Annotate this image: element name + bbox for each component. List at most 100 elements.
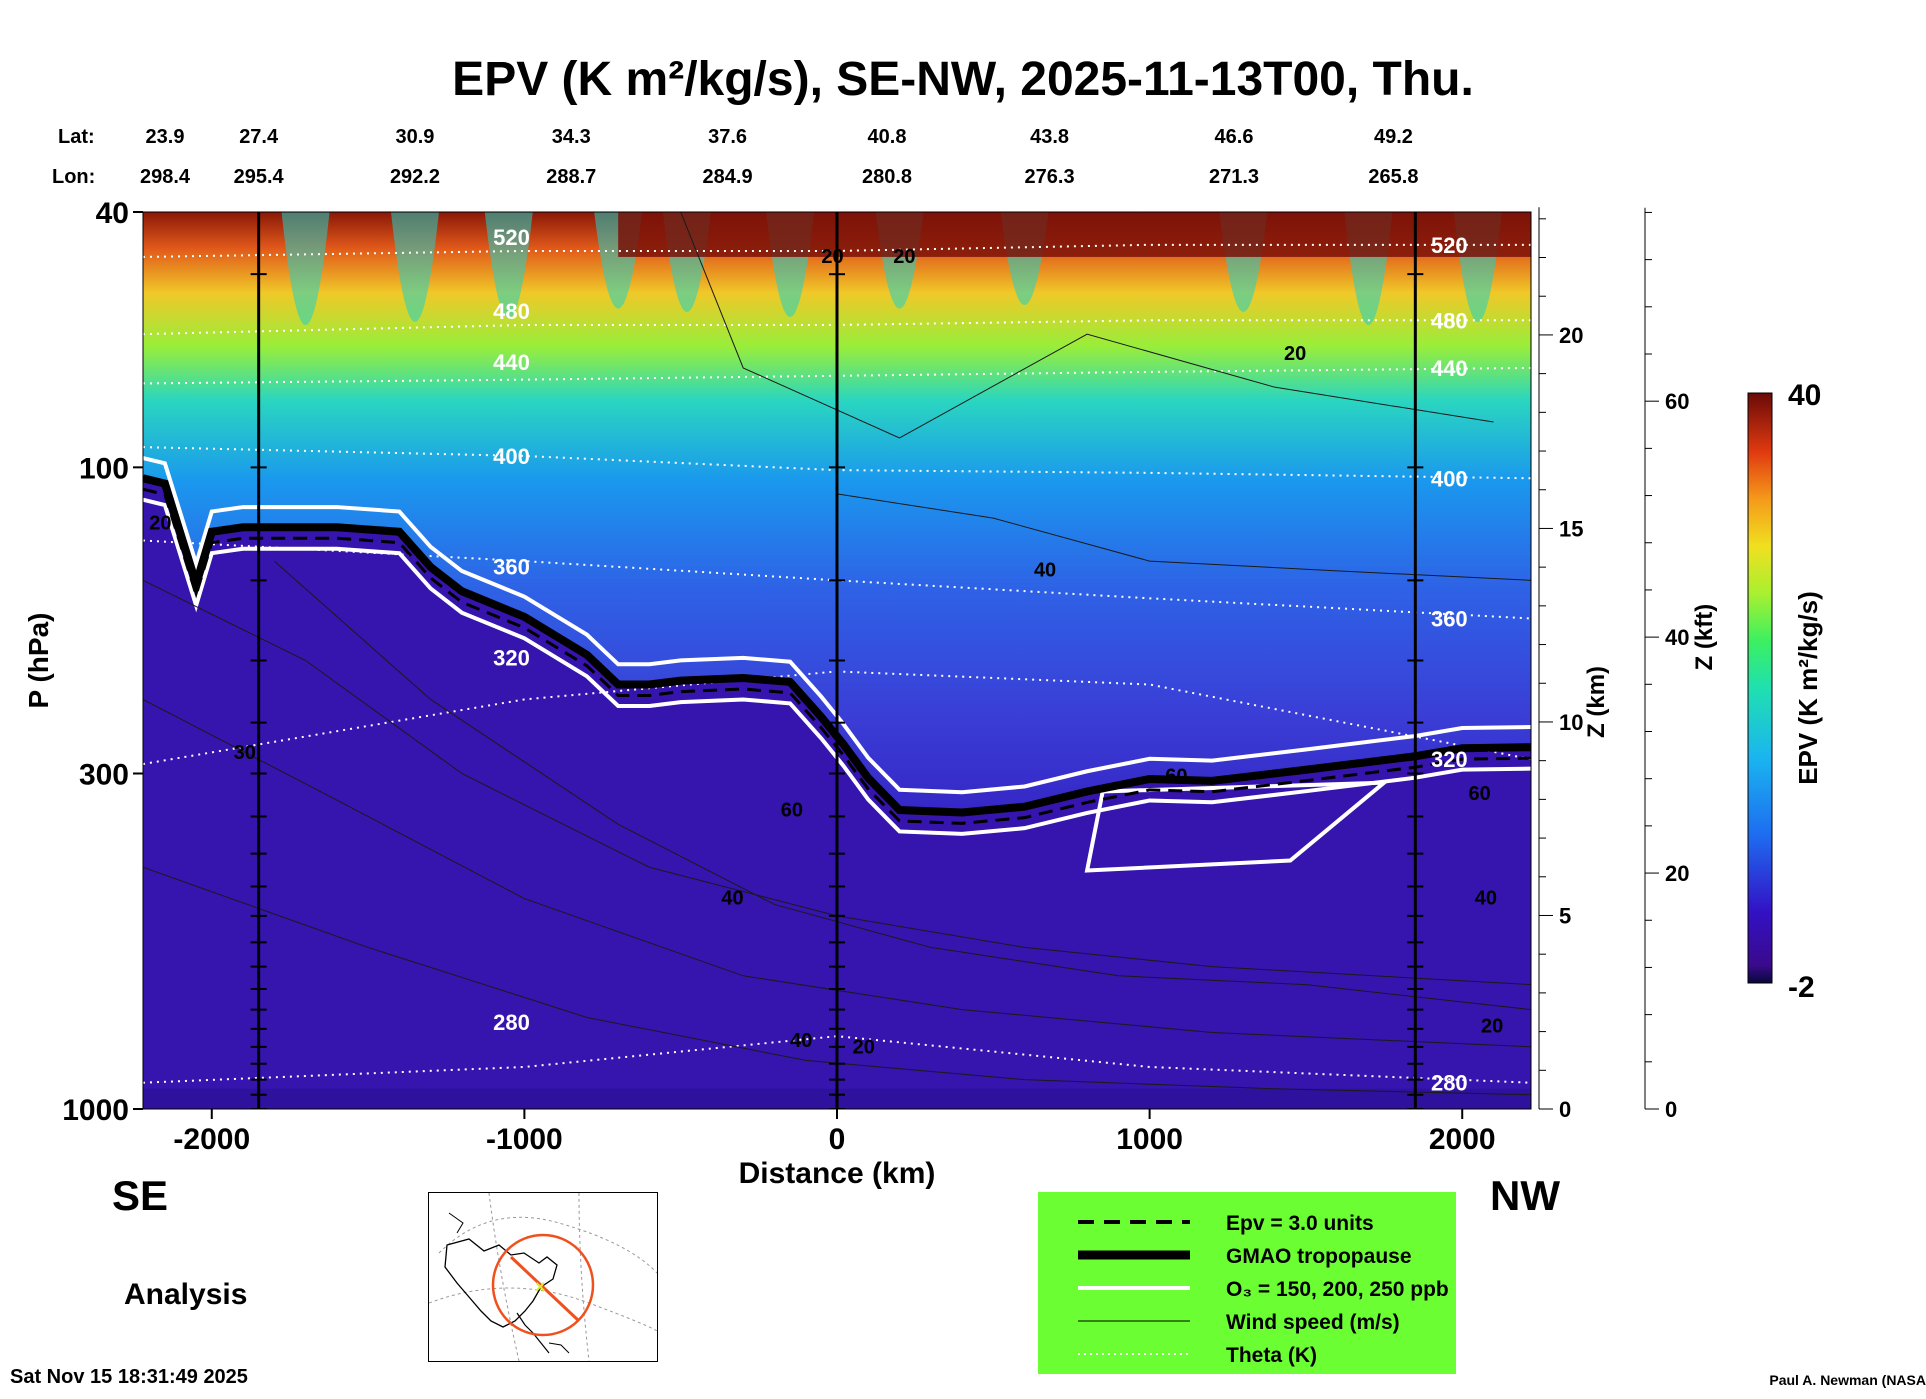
lon-value: 271.3	[1209, 166, 1259, 188]
colorbar-max-label: 40	[1788, 379, 1821, 412]
z-kft-tick-label: 20	[1665, 861, 1689, 886]
lat-value: 23.9	[146, 126, 185, 148]
lat-value: 34.3	[552, 126, 591, 148]
theta-contour-label: 520	[493, 225, 530, 250]
wind-speed-label: 40	[721, 887, 743, 909]
wind-speed-label: 30	[234, 742, 256, 764]
wind-speed-label: 20	[821, 246, 843, 268]
wind-speed-label: 20	[893, 246, 915, 268]
legend-box: Epv = 3.0 units GMAO tropopause O₃ = 150…	[1038, 1192, 1456, 1374]
lat-value: 43.8	[1030, 126, 1069, 148]
z-km-tick-label: 0	[1559, 1097, 1571, 1122]
lon-value: 292.2	[390, 166, 440, 188]
lon-value: 298.4	[140, 166, 191, 188]
theta-contour	[143, 539, 1531, 620]
colorbar-min-label: -2	[1788, 971, 1815, 1004]
lon-value: 265.8	[1368, 166, 1418, 188]
legend: Epv = 3.0 units GMAO tropopause O₃ = 150…	[1038, 1192, 1456, 1374]
epv-streak	[484, 212, 533, 319]
wind-speed-label: 20	[1481, 1016, 1503, 1038]
x-axis-label: Distance (km)	[739, 1157, 936, 1190]
x-tick-label: -1000	[486, 1123, 563, 1156]
lat-value: 46.6	[1215, 126, 1254, 148]
z-kft-tick-label: 60	[1665, 389, 1689, 414]
x-tick-label: 2000	[1429, 1123, 1496, 1156]
epv-3-dashed-line	[143, 487, 1531, 825]
ozone-contour	[143, 456, 1531, 795]
svg-text:×: ×	[535, 1277, 546, 1297]
lon-row-label: Lon:	[52, 166, 95, 188]
legend-label-epv: Epv = 3.0 units	[1226, 1212, 1374, 1235]
theta-contour-label: 320	[493, 645, 530, 670]
epv-streak	[281, 212, 330, 325]
z-kft-axis-label: Z (kft)	[1691, 604, 1718, 671]
lat-value: 37.6	[708, 126, 747, 148]
lat-value: 40.8	[868, 126, 907, 148]
z-km-axis-label: Z (km)	[1583, 666, 1610, 738]
z-km-tick-label: 10	[1559, 710, 1583, 735]
y-tick-label: 1000	[62, 1094, 129, 1127]
theta-contour-label: 400	[493, 444, 530, 469]
lon-value: 288.7	[546, 166, 596, 188]
theta-contour-label: 480	[493, 299, 530, 324]
theta-contour-label: 320	[1431, 747, 1468, 772]
colorbar-label: EPV (K m²/kg/s)	[1793, 591, 1823, 785]
author-credit: Paul A. Newman (NASA	[1769, 1372, 1926, 1388]
theta-contour-label: 280	[493, 1010, 530, 1035]
lat-value: 30.9	[396, 126, 435, 148]
lat-row-label: Lat:	[58, 126, 95, 148]
wind-speed-label: 60	[1165, 766, 1187, 788]
location-inset-map: ×	[428, 1192, 658, 1362]
wind-speed-label: 40	[1034, 560, 1056, 582]
legend-label-tropopause: GMAO tropopause	[1226, 1245, 1412, 1268]
lon-value: 276.3	[1025, 166, 1075, 188]
theta-contour-label: 520	[1431, 233, 1468, 258]
ozone-contour	[1084, 780, 1390, 873]
wind-speed-label: 40	[1475, 887, 1497, 909]
y-tick-label: 300	[79, 758, 129, 791]
wind-speed-contour	[680, 212, 1494, 439]
x-tick-label: 0	[829, 1123, 846, 1156]
timestamp: Sat Nov 15 18:31:49 2025	[10, 1366, 248, 1388]
legend-label-theta: Theta (K)	[1226, 1344, 1317, 1367]
z-km-tick-label: 15	[1559, 516, 1583, 541]
theta-contour-label: 440	[493, 350, 530, 375]
wind-speed-contour	[143, 866, 1531, 1096]
inset-map-graphic: ×	[429, 1193, 657, 1361]
wind-speed-label: 60	[1468, 783, 1490, 805]
lat-value: 49.2	[1374, 126, 1413, 148]
se-direction-label: SE	[112, 1172, 169, 1219]
wind-speed-label: 20	[853, 1037, 875, 1059]
z-km-tick-label: 20	[1559, 323, 1583, 348]
high-epv-band	[618, 212, 1531, 257]
theta-contour-label: 440	[1431, 356, 1468, 381]
gmao-tropopause-line	[143, 474, 1531, 817]
x-tick-label: -2000	[173, 1123, 250, 1156]
theta-contour-label: 400	[1431, 466, 1468, 491]
colorbar	[1747, 392, 1773, 984]
lon-value: 284.9	[703, 166, 753, 188]
legend-label-wind: Wind speed (m/s)	[1226, 1311, 1400, 1334]
lon-value: 280.8	[862, 166, 912, 188]
chart-title: EPV (K m²/kg/s), SE-NW, 2025-11-13T00, T…	[452, 53, 1474, 106]
y-tick-label: 100	[79, 452, 129, 485]
wind-speed-contour	[273, 560, 1531, 1011]
wind-speed-contour	[143, 699, 1531, 1048]
wind-speed-label: 20	[149, 513, 171, 535]
epv-streak	[390, 212, 439, 322]
wind-speed-contour	[836, 493, 1531, 581]
wind-speed-contour	[143, 579, 1531, 986]
y-axis-label: P (hPa)	[23, 613, 54, 709]
z-kft-tick-label: 40	[1665, 625, 1689, 650]
theta-contour-label: 280	[1431, 1071, 1468, 1096]
x-tick-label: 1000	[1116, 1123, 1183, 1156]
z-km-tick-label: 5	[1559, 903, 1571, 928]
analysis-label: Analysis	[124, 1278, 248, 1311]
nw-direction-label: NW	[1490, 1172, 1560, 1219]
wind-speed-label: 40	[790, 1030, 812, 1052]
ozone-contour	[143, 497, 1531, 836]
theta-contour-label: 360	[493, 554, 530, 579]
theta-contour-label: 360	[1431, 606, 1468, 631]
